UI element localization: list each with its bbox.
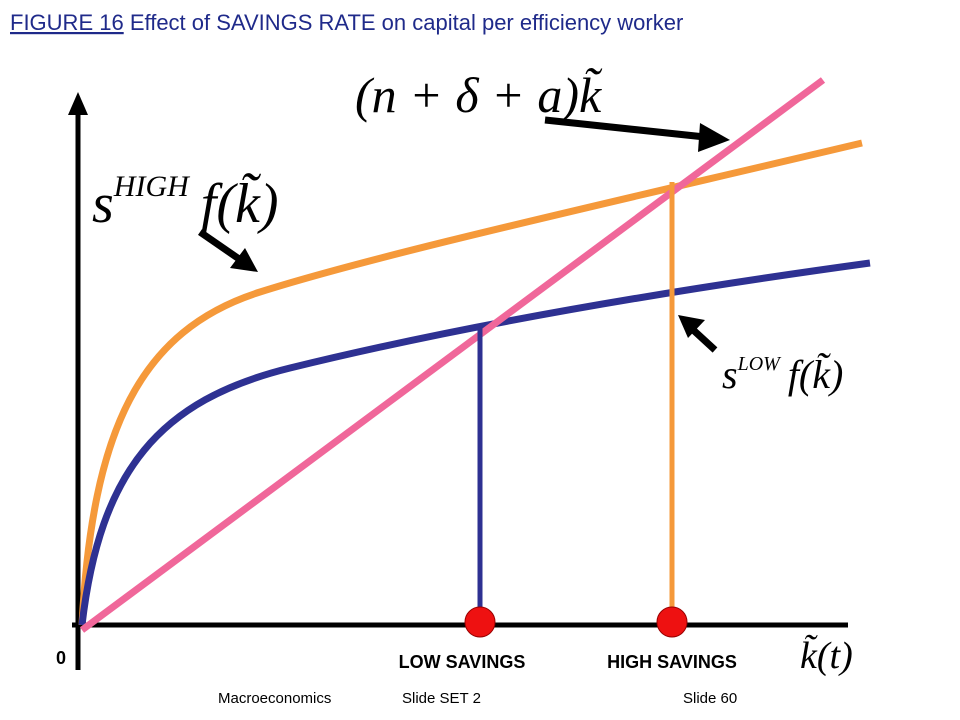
high-superscript: HIGH [113, 170, 191, 203]
line-arrowhead [698, 123, 730, 152]
high-savings-label: HIGH SAVINGS [607, 652, 737, 672]
x-axis-label: k̃(t) [800, 635, 853, 677]
low-savings-curve [78, 259, 871, 626]
figure-number: FIGURE 16 [10, 10, 124, 35]
high-savings-curve [78, 139, 863, 626]
low-savings-label: LOW SAVINGS [399, 652, 526, 672]
high-function: f(k̃) [201, 172, 279, 235]
high-label: sHIGH f(k̃) [92, 170, 279, 235]
high-base: s [92, 173, 114, 235]
low-superscript: LOW [737, 353, 783, 375]
figure-title: Effect of SAVINGS RATE on capital per ef… [124, 10, 684, 35]
origin-label: 0 [56, 648, 66, 668]
footer-course: Macroeconomics [218, 690, 331, 707]
break-even-label: (n + δ + a)k̃ [355, 67, 602, 123]
low-label: sLOW f(k̃) [722, 352, 843, 397]
slide-title: FIGURE 16 Effect of SAVINGS RATE on capi… [10, 10, 683, 35]
y-axis-arrow [68, 92, 88, 115]
high-arrow [198, 229, 244, 264]
low-function: f(k̃) [788, 352, 844, 397]
break-even-line [79, 77, 826, 633]
pointer-arrows [198, 116, 730, 353]
low-steady-state-dot [464, 606, 496, 638]
footer-set: Slide SET 2 [402, 690, 481, 707]
low-arrowhead [678, 315, 705, 338]
high-steady-state-dot [656, 606, 688, 638]
line-arrow [544, 116, 706, 141]
low-base: s [722, 352, 738, 397]
high-arrowhead [230, 248, 258, 272]
footer-slide: Slide 60 [683, 690, 737, 707]
